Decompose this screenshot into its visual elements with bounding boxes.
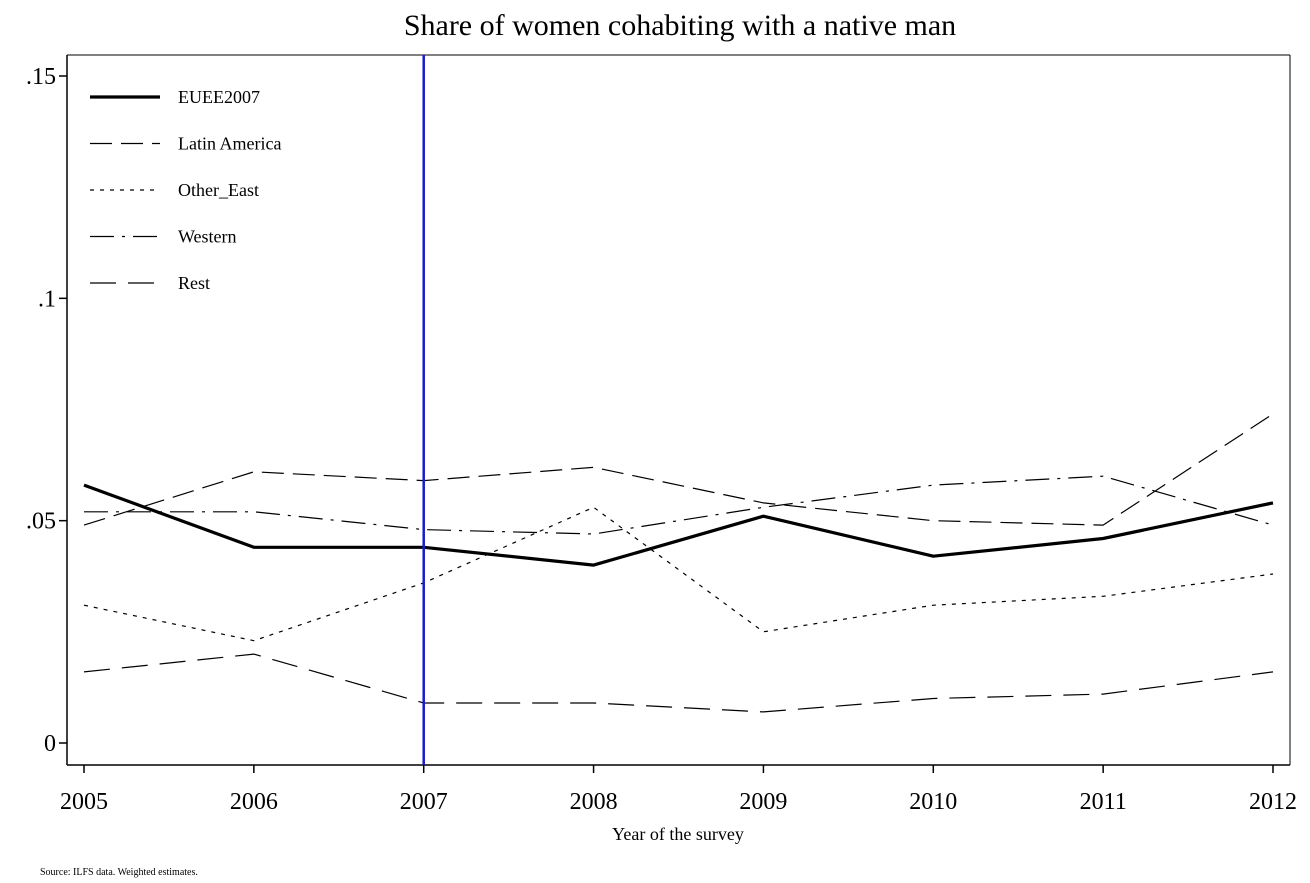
series-line-euee2007 [83, 483, 1274, 567]
series-layer [83, 413, 1274, 713]
y-tick-label: .15 [26, 64, 56, 90]
legend: EUEE2007 Latin America Other_East Western Re… [90, 87, 281, 293]
plot-area [66, 54, 1291, 766]
legend-label: Other_East [178, 180, 259, 200]
x-axis-ticks: 2005 2006 2007 2008 2009 2010 2011 2012 [60, 765, 1297, 815]
legend-label: Rest [178, 273, 210, 293]
x-tick-label: 2010 [909, 789, 957, 815]
x-tick-label: 2008 [570, 789, 618, 815]
chart-title: Share of women cohabiting with a native … [404, 9, 956, 42]
x-tick-label: 2006 [230, 789, 278, 815]
series-line-other-east [83, 506, 1274, 642]
x-tick-label: 2012 [1249, 789, 1297, 815]
x-tick-label: 2007 [400, 789, 448, 815]
y-tick-label: .05 [26, 509, 56, 535]
y-axis-ticks: 0 .05 .1 .15 [26, 64, 67, 757]
x-tick-label: 2005 [60, 789, 108, 815]
legend-label: EUEE2007 [178, 87, 260, 107]
legend-label: Latin America [178, 134, 281, 154]
series-line-rest [83, 653, 1274, 713]
y-tick-label: 0 [44, 731, 56, 757]
source-note: Source: ILFS data. Weighted estimates. [40, 867, 198, 878]
x-tick-label: 2011 [1080, 789, 1127, 815]
x-tick-label: 2009 [739, 789, 787, 815]
y-tick-label: .1 [38, 286, 56, 312]
series-line-latin-america [83, 413, 1274, 526]
series-line-western [84, 475, 1274, 535]
legend-label: Western [178, 227, 237, 247]
x-axis-title: Year of the survey [612, 824, 744, 844]
